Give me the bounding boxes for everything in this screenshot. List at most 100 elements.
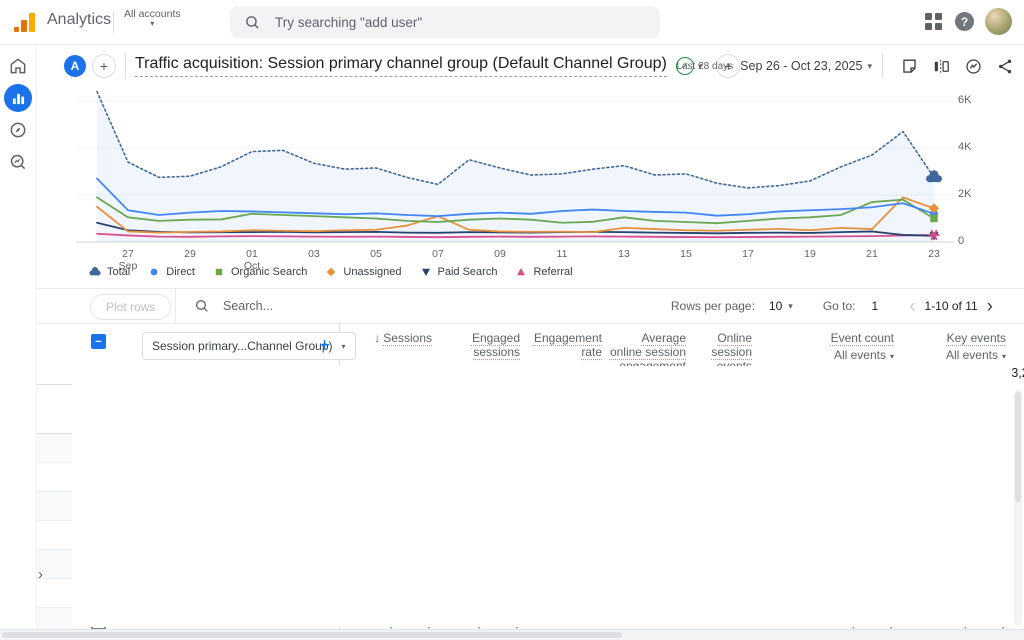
nav-explore-icon[interactable] [6,118,30,142]
x-axis-tick: 27 Sep [118,248,138,272]
legend-label: Referral [533,266,573,278]
column-header-event-count[interactable]: Event count [758,331,900,345]
column-header-label: Engagement rate [533,331,602,359]
event-filter-dropdown[interactable]: All events ▾ [900,348,1012,362]
column-header-engaged-sessions[interactable]: Engaged sessions [438,331,526,359]
check-circle-icon[interactable]: ✓ [675,57,694,75]
page-range: 1-10 of 11 [924,299,978,313]
top-bar: Analytics All accounts ▾ ? [0,0,1024,45]
x-axis-tick: 05 [370,248,382,260]
nav-advertising-icon[interactable] [6,150,30,174]
row-checkbox[interactable]: − [91,334,106,349]
horizontal-scrollbar[interactable] [0,629,1024,640]
legend-label: Unassigned [343,266,402,278]
legend-item-direct[interactable]: Direct [147,266,195,278]
y-axis-tick: 2K [958,188,972,200]
report-title[interactable]: Traffic acquisition: Session primary cha… [135,55,667,77]
ab-compare-icon[interactable] [931,56,951,76]
event-filter-dropdown[interactable]: All events ▾ [758,348,900,362]
divider [882,54,883,78]
legend-item-paid-search[interactable]: Paid Search [419,266,498,278]
goto-page-input[interactable]: 1 [871,299,879,313]
x-axis-tick: 29 [184,248,196,260]
pagination: Rows per page: 10 ▾ Go to: 1 ‹ 1-10 of 1… [671,289,998,323]
y-axis-tick: 0 [958,235,965,247]
chevron-down-icon: ▾ [889,352,894,361]
column-header-sessions[interactable]: ↓ Sessions [340,331,438,345]
apps-grid-icon[interactable] [925,13,942,30]
legend-item-total[interactable]: Total [88,266,130,278]
rows-per-page-label: Rows per page: [670,299,755,313]
nav-reports-icon[interactable] [4,84,32,112]
x-axis-tick: 15 [680,248,692,260]
star-marker-icon [517,268,526,276]
report-header: A + Traffic acquisition: Session primary… [36,44,1024,88]
event-filter-label: All events [945,348,998,362]
chart-plot-area [76,90,954,243]
prev-page-icon[interactable]: ‹ [909,295,916,317]
x-axis-tick: 17 [742,248,754,260]
add-dimension-button[interactable]: + [319,335,331,356]
x-axis-tick: 11 [556,248,568,260]
legend-item-referral[interactable]: Referral [514,266,573,278]
plot-rows-button[interactable]: Plot rows [90,294,172,320]
column-header-key-events[interactable]: Key events [900,331,1012,345]
notes-icon[interactable] [899,56,919,76]
add-button[interactable]: + [716,54,741,78]
column-header-label: Key events [946,331,1006,345]
nav-expand-chevron-icon[interactable]: › [38,566,43,583]
search-icon [246,15,259,29]
legend-label: Direct [166,266,195,278]
insights-icon[interactable] [963,56,983,76]
column-header-engagement-rate[interactable]: Engagement rate [526,331,608,359]
chevron-down-icon[interactable]: ▾ [788,300,793,311]
x-axis-tick: 07 [432,248,444,260]
share-icon[interactable] [995,56,1015,76]
dimension-selector[interactable]: Session primary...Channel Group) ▾ [142,332,356,360]
dimension-selector-label: Session primary...Channel Group) [152,339,333,353]
y-axis-tick: 4K [958,141,972,153]
next-page-icon[interactable]: › [986,295,993,317]
rows-per-page-value[interactable]: 10 [768,299,783,313]
x-axis-tick: 23 [928,248,940,260]
chart-legend: Total Direct Organic Search Unassigned Paid … [88,266,573,278]
triangle-down-marker-icon [421,268,430,276]
column-header-label: Engaged sessions [471,331,520,359]
x-axis-tick: 01 Oct [243,248,261,272]
user-avatar[interactable] [985,8,1012,35]
property-badge[interactable]: A [64,55,86,77]
y-axis-tick: 6K [958,94,972,106]
table-body: ✓1Direct29,268 (35.8%)16,686 (38.11%)57.… [36,366,1024,637]
divider [125,53,126,79]
divider [175,289,176,323]
table-search-input[interactable] [221,298,405,314]
event-filter-label: All events [833,348,886,362]
goto-label: Go to: [822,299,856,313]
search-icon [196,300,208,312]
legend-label: Paid Search [437,266,498,278]
nav-home-icon[interactable] [6,54,30,78]
x-axis-tick: 03 [308,248,320,260]
diamond-marker-icon [326,267,336,277]
legend-item-unassigned[interactable]: Unassigned [324,266,402,278]
account-switcher[interactable]: All accounts ▾ [124,8,181,28]
vertical-scrollbar[interactable] [1014,390,1022,626]
add-comparison-button[interactable]: + [92,54,116,78]
metric-value: 3,264.00 [72,366,1024,627]
date-range-selector[interactable]: Sep 26 - Oct 23, 2025 [740,59,863,73]
legend-item-organic-search[interactable]: Organic Search [212,266,307,278]
account-switcher-label: All accounts [124,8,181,20]
table-controls: Plot rows Rows per page: 10 ▾ Go to: 1 ‹… [36,288,1024,324]
date-preset-label: Last 28 days [676,60,734,72]
chevron-down-icon[interactable]: ▾ [867,60,872,71]
legend-label: Organic Search [230,266,308,278]
analytics-logo-icon [14,12,35,32]
table-row[interactable]: 7Cross-network1,606 (1.96%)1,310 (2.99%)… [36,366,1024,637]
global-search-input[interactable] [273,13,617,31]
help-icon[interactable]: ? [955,12,974,31]
chevron-down-icon[interactable]: ▾ [697,60,703,71]
cloud-marker-icon [89,266,101,276]
chevron-down-icon: ▾ [1001,352,1006,361]
app-name: Analytics [47,11,112,28]
